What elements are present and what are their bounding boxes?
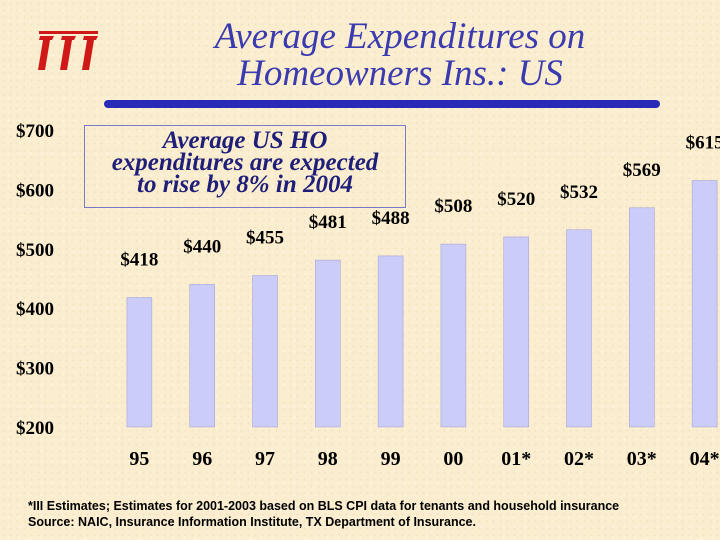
y-tick-label: $300 [16, 359, 54, 380]
x-tick-label: 98 [318, 448, 338, 470]
footnote: *III Estimates; Estimates for 2001-2003 … [28, 498, 708, 530]
callout-line-2: expenditures are expected [111, 149, 379, 176]
x-tick-label: 04* [690, 448, 720, 470]
y-tick-label: $600 [16, 180, 54, 201]
x-tick-label: 02* [564, 448, 594, 470]
bar-value-label: $615 [686, 132, 720, 153]
bar-value-label: $488 [372, 208, 410, 229]
title-line-2: Homeowners Ins.: US [237, 53, 563, 94]
callout-line-3: to rise by 8% in 2004 [137, 171, 353, 198]
bar-value-label: $569 [623, 160, 661, 181]
bar [440, 243, 467, 428]
bar [252, 275, 278, 428]
y-tick-label: $500 [16, 240, 54, 261]
bar [189, 284, 215, 428]
callout-line-1: Average US HO [162, 127, 328, 154]
bar-value-label: $520 [497, 189, 535, 210]
x-tick-label: 03* [627, 448, 657, 470]
bar-value-label: $508 [434, 196, 472, 217]
bar [566, 229, 592, 428]
x-tick-label: 96 [192, 448, 212, 470]
iii-logo [38, 31, 98, 70]
x-tick-label: 99 [381, 448, 401, 470]
title-underline [104, 100, 660, 108]
title-line-1: Average Expenditures on [214, 16, 586, 57]
y-tick-label: $400 [16, 299, 54, 320]
y-tick-label: $700 [16, 121, 54, 142]
bar-value-label: $455 [246, 228, 284, 249]
footnote-estimates: *III Estimates; Estimates for 2001-2003 … [28, 499, 620, 513]
bar [691, 180, 718, 428]
y-tick-label: $200 [16, 418, 54, 439]
bar-value-label: $481 [309, 212, 347, 233]
footnote-source: Source: NAIC, Insurance Information Inst… [28, 515, 476, 529]
page-title: Average Expenditures on Homeowners Ins.:… [120, 18, 680, 92]
bar [629, 207, 655, 428]
callout-box: Average US HO expenditures are expected … [84, 125, 406, 208]
bar-value-label: $532 [560, 182, 598, 203]
x-tick-label: 97 [255, 448, 275, 470]
x-tick-label: 01* [501, 448, 531, 470]
x-tick-label: 00 [443, 448, 463, 470]
bar [315, 259, 341, 428]
bar [503, 236, 529, 428]
x-tick-label: 95 [129, 448, 149, 470]
bar-value-label: $418 [120, 250, 158, 271]
bar [126, 297, 153, 428]
bar [377, 255, 404, 428]
bar-value-label: $440 [183, 236, 221, 257]
